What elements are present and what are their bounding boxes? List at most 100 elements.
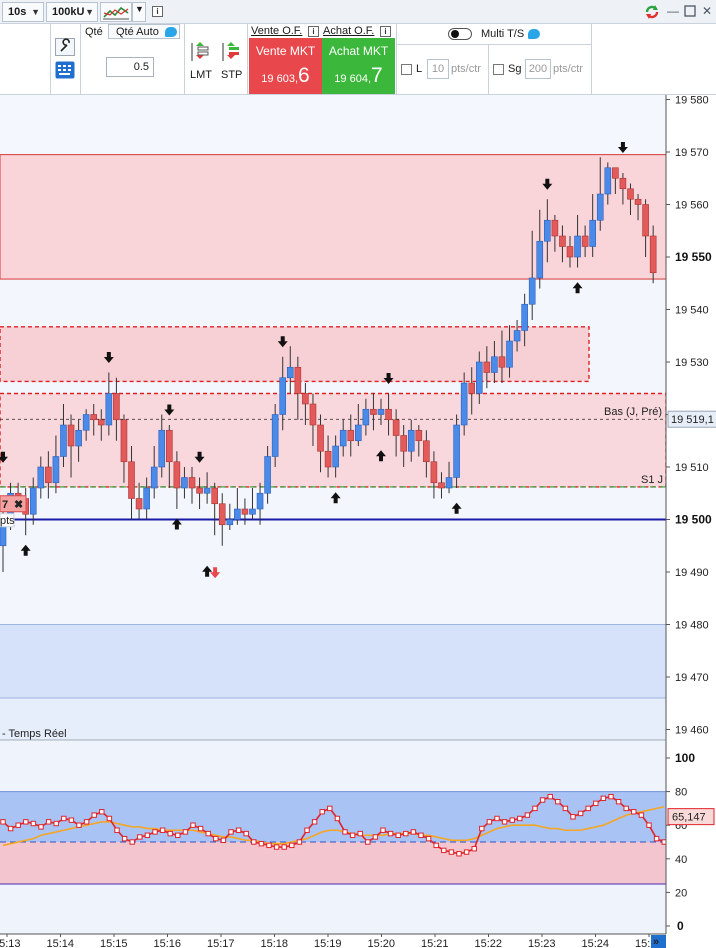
- candle-body: [559, 235, 566, 247]
- sg-units: pts/ctr: [553, 63, 583, 75]
- sg-input[interactable]: 200: [525, 59, 551, 79]
- candle-body: [483, 361, 491, 373]
- candle: [234, 488, 241, 525]
- buy-signal-icon: [202, 565, 213, 577]
- wrench-icon[interactable]: [55, 38, 75, 56]
- bas-j-pre-label: Bas (J, Pré): [604, 406, 662, 418]
- oscillator-point: [555, 798, 561, 805]
- oscillator-point: [380, 827, 386, 833]
- l-checkbox[interactable]: [401, 64, 412, 75]
- oscillator-point: [106, 815, 113, 822]
- candle-body: [52, 456, 60, 484]
- oscillator-point: [593, 800, 599, 807]
- candle: [551, 215, 559, 252]
- candle-body: [181, 477, 188, 489]
- chart-area[interactable]: Bas (J, Pré) S1 J 7 ✖ pts - Temps Réel 19 580 1…: [0, 95, 716, 948]
- bas-j-pre-value: 19 519,1: [671, 414, 714, 426]
- achat-of-label[interactable]: Achat O.F.: [323, 25, 375, 37]
- l-input[interactable]: 10: [427, 59, 449, 79]
- candle-body: [128, 461, 135, 499]
- x-tick-label: 15:15: [100, 938, 128, 948]
- candle-body: [37, 466, 45, 489]
- candle-body: [438, 482, 445, 489]
- oscillator-point: [448, 849, 455, 855]
- candle-body: [309, 403, 317, 426]
- x-tick-label: 15:24: [582, 938, 610, 948]
- keyboard-icon[interactable]: [55, 61, 75, 79]
- candle-body: [544, 219, 551, 242]
- x-tick-label: 15:16: [154, 938, 182, 948]
- oscillator-point: [213, 835, 219, 842]
- y-axis-background: [666, 95, 716, 948]
- sg-checkbox[interactable]: [493, 64, 504, 75]
- candle-body: [279, 377, 287, 415]
- buy-market-button[interactable]: Achat MKT 19 604,7: [322, 38, 395, 94]
- info-icon[interactable]: i: [380, 26, 391, 37]
- oscillator-value-box: [667, 808, 715, 826]
- timeframe-dropdown[interactable]: 10s ▼: [2, 2, 44, 22]
- sell-signal-icon-head: [194, 456, 205, 463]
- maximize-icon[interactable]: [682, 3, 698, 19]
- candle: [105, 372, 113, 436]
- indicator-menu-button[interactable]: ▼: [132, 2, 146, 22]
- buy-signal-icon-shaft: [23, 549, 28, 556]
- oscillator-point: [228, 829, 234, 835]
- oscillator-point: [114, 827, 120, 833]
- candle: [566, 236, 574, 268]
- y-tick-label: 19 470: [675, 672, 709, 684]
- oscillator-point: [509, 817, 515, 823]
- multi-ts-toggle[interactable]: [448, 28, 472, 40]
- buy-signal-icon-head: [376, 450, 386, 457]
- osc-tick-label: 20: [675, 887, 687, 899]
- y-tick-label: 19 510: [675, 462, 709, 474]
- stp-label: STP: [221, 69, 243, 81]
- oscillator-point: [349, 832, 356, 838]
- y-tick-label: 19 580: [675, 95, 709, 107]
- sell-market-button[interactable]: Vente MKT 19 603,6: [249, 38, 322, 94]
- candle: [528, 230, 536, 320]
- order-zone: [0, 326, 590, 383]
- info-icon[interactable]: i: [152, 6, 163, 17]
- oscillator-point: [501, 819, 508, 825]
- qty-auto-button[interactable]: Qté Auto: [108, 24, 180, 39]
- candle-body: [29, 487, 37, 515]
- sell-price-decimal: 6: [298, 64, 310, 87]
- oscillator-point: [418, 832, 424, 838]
- candle-body: [82, 414, 90, 431]
- refresh-icon[interactable]: [642, 3, 662, 19]
- minimize-icon[interactable]: —: [667, 4, 679, 18]
- x-tick-label: 15:19: [314, 938, 342, 948]
- sell-signal-icon: [277, 336, 288, 348]
- oscillator-point: [319, 809, 325, 815]
- candle: [271, 404, 279, 467]
- chevron-down-icon: ▼: [85, 7, 94, 17]
- oscillator-point: [365, 839, 371, 845]
- qty-input[interactable]: 0.5: [106, 57, 154, 77]
- sell-signal-icon-head: [383, 378, 394, 384]
- candle: [475, 351, 483, 404]
- indicator-button[interactable]: [100, 2, 132, 22]
- candle-body: [317, 424, 324, 452]
- oscillator-point: [471, 846, 477, 852]
- candle-body: [453, 424, 460, 478]
- price-chart[interactable]: Bas (J, Pré) S1 J 7 ✖ pts - Temps Réel 19 580 1…: [0, 95, 716, 948]
- oscillator-point: [7, 825, 14, 832]
- order-zone: [0, 392, 667, 488]
- oscillator-point: [15, 822, 21, 828]
- sell-signal-icon-head: [617, 147, 628, 153]
- close-icon[interactable]: ✕: [701, 4, 713, 18]
- candle-body: [377, 408, 385, 415]
- resistance-zone: [0, 154, 667, 280]
- candle: [166, 425, 173, 488]
- vente-of-label[interactable]: Vente O.F.: [251, 25, 303, 37]
- stop-order-icon[interactable]: [221, 41, 241, 63]
- oscillator-point: [311, 819, 318, 825]
- scroll-right-button[interactable]: »: [651, 935, 666, 948]
- qty-label: Qté: [85, 26, 103, 38]
- candle-body: [627, 188, 634, 200]
- limit-order-icon[interactable]: [190, 41, 210, 63]
- candle: [483, 346, 491, 389]
- info-icon[interactable]: i: [308, 26, 319, 37]
- volume-dropdown[interactable]: 100kU ▼: [46, 2, 98, 22]
- x-tick-label: 15:25: [635, 938, 663, 948]
